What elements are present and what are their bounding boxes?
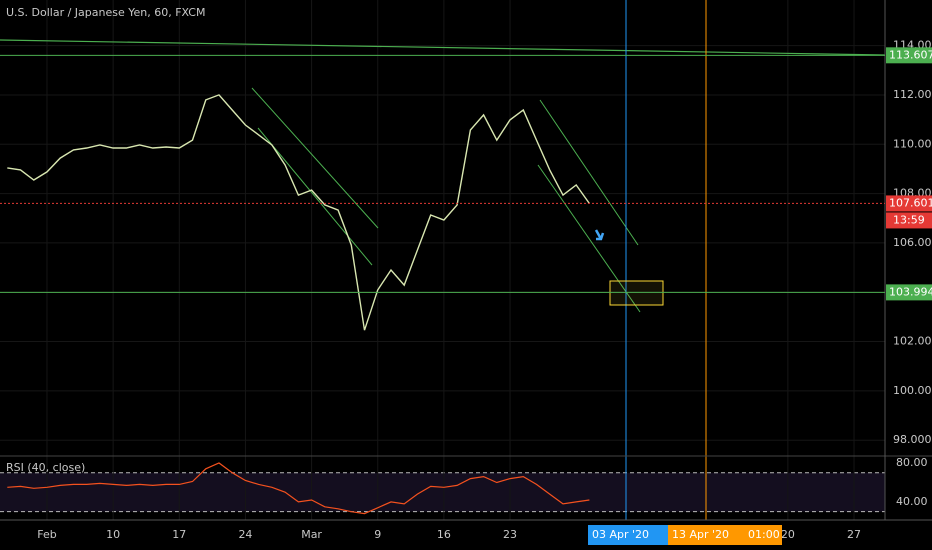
price-label-bg (886, 47, 932, 64)
channel-line (257, 127, 373, 266)
countdown-label: 13:59 (893, 213, 925, 226)
rsi-band (0, 472, 885, 512)
x-tick-label: 24 (238, 528, 252, 541)
rsi-tick-label: 40.00 (896, 495, 928, 508)
rsi-label: RSI (40, close) (6, 461, 85, 474)
channel-line (251, 87, 379, 229)
time-label-date: 03 Apr '20 (592, 528, 649, 541)
rsi-line (7, 462, 590, 515)
time-label-bg (668, 525, 782, 545)
time-label-time: 01:00 (748, 528, 780, 541)
target-box (609, 280, 664, 306)
x-tick-label: 10 (106, 528, 120, 541)
channel-line (537, 164, 641, 313)
price-label-bg (886, 284, 932, 301)
arrow (594, 229, 605, 241)
rsi-tick-label: 80.00 (896, 456, 928, 469)
trend-line (0, 39, 886, 56)
y-tick-label: 110.000 (893, 137, 932, 150)
grid (0, 0, 885, 520)
x-tick-label: 17 (172, 528, 186, 541)
x-tick-label: 27 (847, 528, 861, 541)
price-label-bg (886, 195, 932, 212)
y-tick-label: 106.000 (893, 236, 932, 249)
channel-line (539, 99, 639, 246)
x-tick-label: Feb (37, 528, 56, 541)
chart-title: U.S. Dollar / Japanese Yen, 60, FXCM (6, 6, 205, 19)
x-tick-label: 16 (437, 528, 451, 541)
price-label: 103.994 (889, 285, 932, 298)
y-tick-label: 112.000 (893, 88, 932, 101)
price-label: 107.601 (889, 196, 932, 209)
x-tick-label: 20 (781, 528, 795, 541)
countdown-bg (886, 212, 932, 229)
x-tick-label: 23 (503, 528, 517, 541)
y-tick-label: 102.000 (893, 335, 932, 348)
x-tick-label: 9 (374, 528, 381, 541)
price-line (7, 94, 590, 331)
y-tick-label: 98.000 (893, 433, 932, 446)
y-tick-label: 100.000 (893, 384, 932, 397)
time-label-date: 13 Apr '20 (672, 528, 729, 541)
price-label: 113.607 (889, 48, 932, 61)
x-tick-label: Mar (301, 528, 322, 541)
